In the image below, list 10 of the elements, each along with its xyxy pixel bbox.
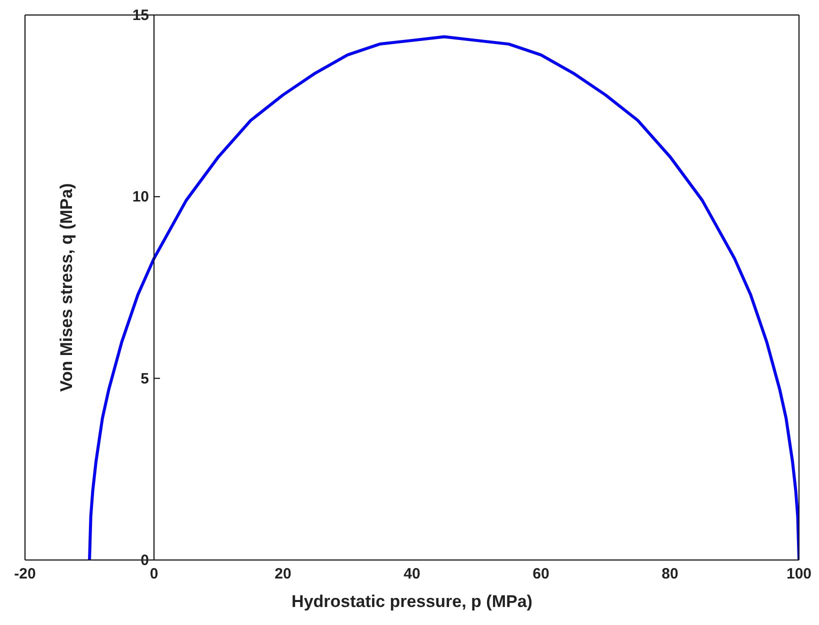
x-tick-label: 60 (532, 566, 550, 583)
x-tick-label: -20 (14, 566, 36, 583)
y-tick-label: 5 (140, 370, 149, 388)
x-tick-label: 20 (274, 566, 292, 583)
x-tick-label: 40 (404, 566, 420, 583)
y-tick-label: 10 (132, 188, 149, 206)
x-axis-title: Hydrostatic pressure, p (MPa) (292, 592, 532, 611)
y-axis-title: Von Mises stress, q (MPa) (57, 183, 76, 392)
x-tick-label: 100 (786, 566, 812, 583)
x-tick-label: 80 (662, 566, 678, 583)
